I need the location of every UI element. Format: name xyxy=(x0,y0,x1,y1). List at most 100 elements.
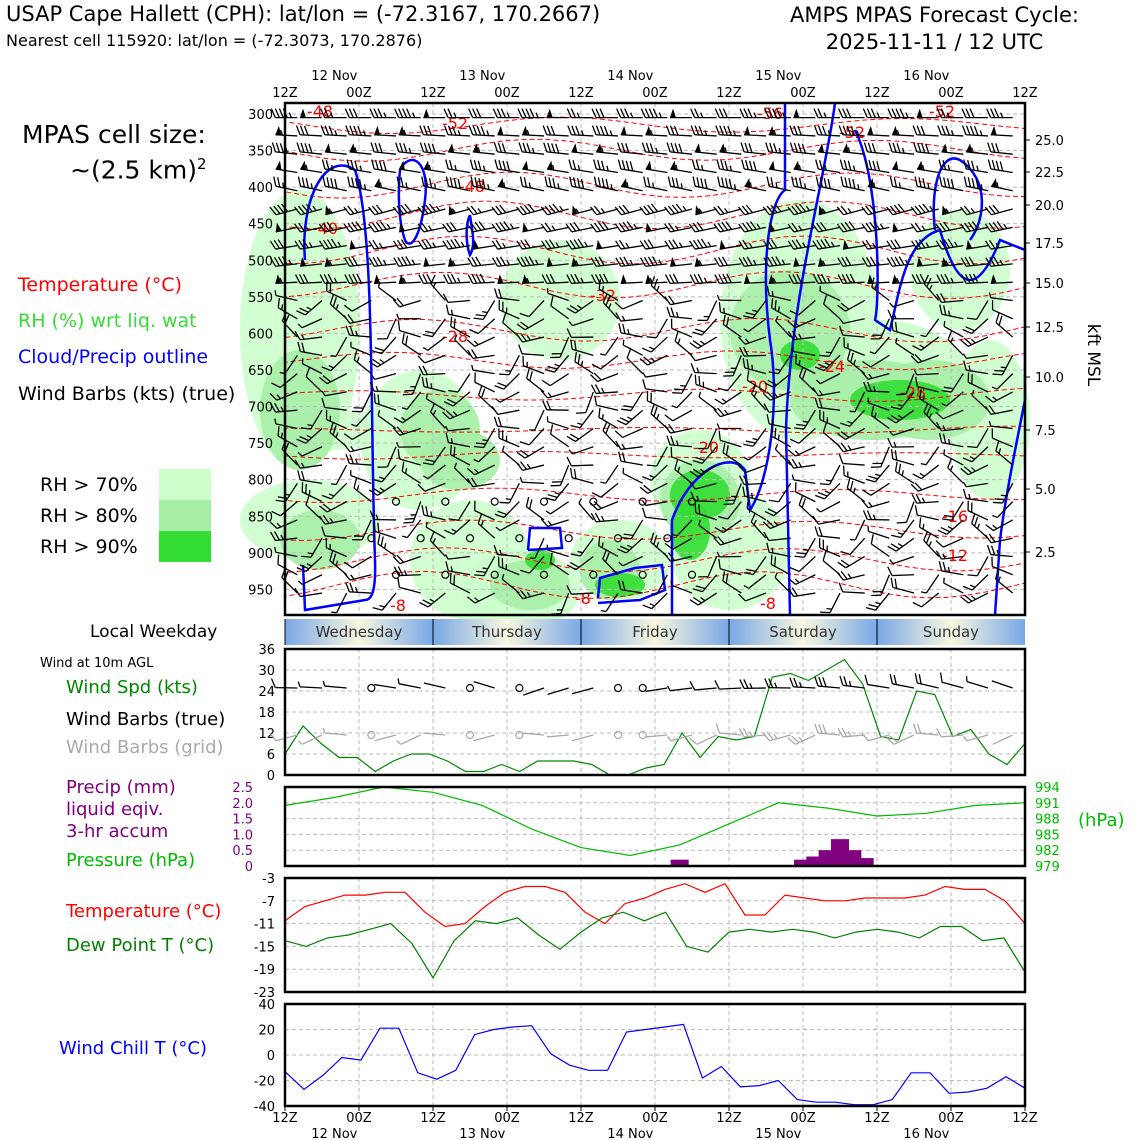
sounding-wind-barb xyxy=(651,574,668,595)
barb-full xyxy=(914,353,923,362)
barb-full xyxy=(939,176,943,187)
barb-half xyxy=(913,369,918,376)
barb-half xyxy=(794,450,800,455)
sounding-wind-barb xyxy=(787,318,816,329)
sounding-wind-barb xyxy=(839,318,865,324)
barb-full xyxy=(377,338,388,340)
barb-full xyxy=(369,108,375,118)
sounding-wind-barb xyxy=(738,336,767,345)
barb-staff xyxy=(671,584,693,594)
barb-full xyxy=(974,516,979,527)
barb-full xyxy=(372,478,383,483)
barb-staff xyxy=(941,151,964,155)
wind-barb-true xyxy=(764,678,791,689)
sounding-wind-barb xyxy=(689,592,718,606)
barb-full xyxy=(692,239,700,249)
barb-full xyxy=(890,414,900,422)
barb-full xyxy=(417,355,426,364)
barb-half xyxy=(601,387,605,394)
barb-full xyxy=(392,299,401,308)
sounding-wind-barb xyxy=(351,409,372,427)
sounding-wind-barb xyxy=(836,221,865,233)
barb-flag xyxy=(892,274,899,284)
sounding-wind-barb xyxy=(789,142,816,155)
barb-half xyxy=(947,164,951,171)
barb-staff xyxy=(743,134,767,137)
temperature-label: Temperature (°C) xyxy=(66,901,222,922)
barb-full xyxy=(615,312,622,322)
sounding-wind-barb xyxy=(497,125,520,137)
barb-full xyxy=(376,256,383,266)
sounding-wind-barb xyxy=(494,159,520,174)
sounding-wind-barb xyxy=(542,125,569,137)
barb-full xyxy=(861,371,869,380)
barb-full xyxy=(868,603,879,608)
barb-full xyxy=(664,414,674,422)
sounding-wind-barb xyxy=(372,592,397,611)
barb-full xyxy=(403,143,408,153)
barb-half xyxy=(826,545,828,552)
barb-full xyxy=(798,367,804,377)
sounding-wind-barb xyxy=(566,273,594,285)
sounding-wind-barb xyxy=(664,222,693,233)
barb-full xyxy=(377,394,380,405)
barb-full xyxy=(940,274,946,284)
barb-staff xyxy=(275,168,298,174)
barb-full xyxy=(818,398,823,409)
barb-staff xyxy=(694,151,717,155)
barb-half xyxy=(297,740,303,745)
barb-full xyxy=(871,143,877,153)
barb-half xyxy=(276,394,282,400)
sounding-wind-barb xyxy=(812,273,841,285)
barb-half xyxy=(627,328,630,335)
barb-half xyxy=(954,241,958,247)
sounding-wind-barb xyxy=(815,176,841,192)
barb-full xyxy=(715,125,720,135)
sounding-wind-barb xyxy=(568,318,594,327)
barb-full xyxy=(449,573,452,584)
barb-full xyxy=(621,536,632,540)
sounding-wind-barb xyxy=(943,577,964,594)
barb-full xyxy=(918,517,922,528)
barb-full xyxy=(668,552,675,561)
sounding-wind-barb xyxy=(300,409,323,430)
barb-half xyxy=(621,315,626,321)
barb-half xyxy=(379,487,385,492)
barb-half xyxy=(771,419,774,425)
barb-full xyxy=(969,125,975,136)
barb-half xyxy=(359,165,363,172)
barb-full xyxy=(594,222,601,232)
wind-barb-grid xyxy=(367,730,376,740)
barb-full xyxy=(277,239,285,249)
barb-half xyxy=(749,683,753,689)
sounding-wind-barb xyxy=(670,446,693,466)
barb-staff xyxy=(867,734,890,742)
barb-full xyxy=(318,515,326,525)
barb-flag xyxy=(571,143,578,153)
barb-full xyxy=(574,273,580,284)
sounding-wind-barb xyxy=(867,178,890,192)
barb-full xyxy=(551,352,562,355)
sounding-wind-barb xyxy=(718,558,742,576)
barb-full xyxy=(297,341,301,352)
barb-staff xyxy=(474,381,495,393)
barb-half xyxy=(633,223,638,229)
sounding-wind-barb xyxy=(714,391,742,405)
barb-full xyxy=(916,125,922,136)
barb-half xyxy=(819,285,822,292)
barb-full xyxy=(643,239,651,249)
barb-full xyxy=(345,582,350,593)
barb-full xyxy=(692,459,703,464)
sounding-wind-barb xyxy=(352,519,372,541)
sounding-wind-barb xyxy=(522,160,545,174)
sounding-wind-barb xyxy=(297,341,323,356)
barb-staff xyxy=(425,526,446,539)
barb-full xyxy=(395,142,400,153)
barb-staff xyxy=(849,537,866,555)
barb-half xyxy=(411,259,416,265)
rh-region xyxy=(280,510,360,570)
barb-full xyxy=(664,206,672,216)
barb-full xyxy=(368,257,375,267)
sounding-wind-barb xyxy=(714,108,742,119)
sounding-wind-barb xyxy=(529,409,545,431)
